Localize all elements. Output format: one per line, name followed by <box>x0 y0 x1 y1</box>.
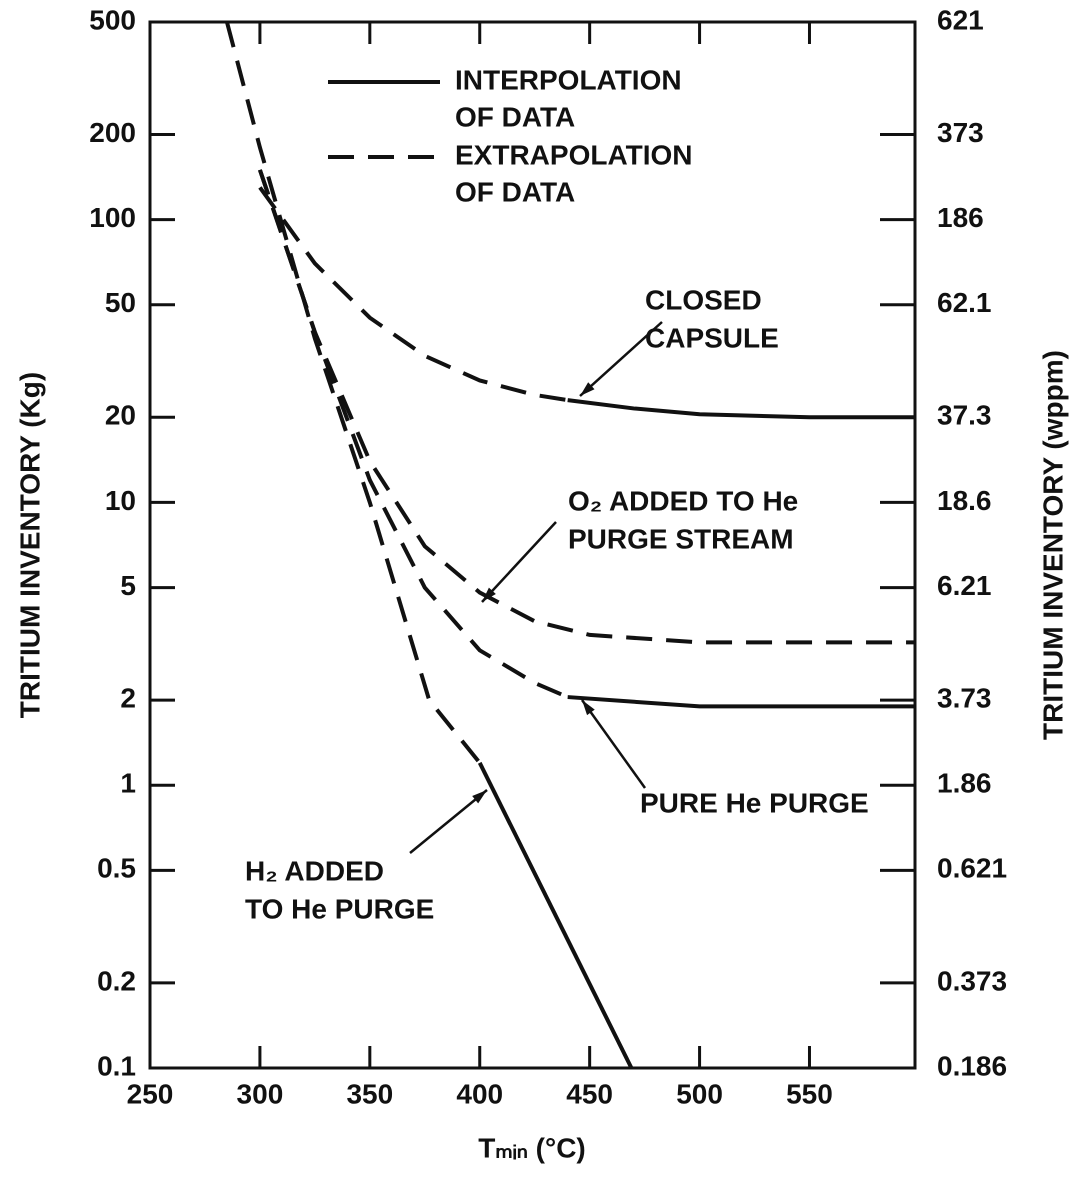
y2-tick-label: 186 <box>937 202 984 233</box>
y-tick-label: 20 <box>105 400 136 431</box>
x-tick-label: 350 <box>346 1078 393 1109</box>
legend-label: OF DATA <box>455 176 575 207</box>
series-label: PURGE STREAM <box>568 523 794 554</box>
pointer <box>580 699 647 789</box>
pointer-head <box>580 382 595 396</box>
series-label: CAPSULE <box>645 322 779 353</box>
pointer <box>579 321 663 397</box>
series-line <box>258 169 569 699</box>
y-tick-label: 1 <box>120 768 136 799</box>
y-tick-label: 0.1 <box>97 1050 136 1081</box>
y2-tick-label: 0.186 <box>937 1050 1007 1081</box>
y-tick-label: 50 <box>105 287 136 318</box>
series-line <box>477 761 634 1069</box>
x-tick-label: 550 <box>786 1078 833 1109</box>
series-label: H₂ ADDED <box>245 855 384 886</box>
series-label: O₂ ADDED TO He <box>568 485 798 516</box>
legend-label: INTERPOLATION <box>455 64 682 95</box>
y-tick-label: 100 <box>89 202 136 233</box>
series-label: TO He PURGE <box>245 893 434 924</box>
pointer-head <box>472 790 487 804</box>
pointer <box>481 521 557 603</box>
x-tick-label: 250 <box>127 1078 174 1109</box>
y2-tick-label: 3.73 <box>937 682 992 713</box>
y2-tick-label: 37.3 <box>937 400 992 431</box>
x-tick-label: 300 <box>237 1078 284 1109</box>
x-axis-label: Tₘᵢₙ (°C) <box>478 1132 586 1163</box>
pointer <box>409 789 488 854</box>
y2-tick-label: 6.21 <box>937 570 992 601</box>
plot-frame <box>148 20 917 1070</box>
y2-tick-label: 1.86 <box>937 768 992 799</box>
series-line <box>225 21 482 765</box>
y-axis-label: TRITIUM INVENTORY (Kg) <box>14 372 45 718</box>
series-line <box>567 695 915 709</box>
pointer-head <box>482 587 496 602</box>
y2-tick-label: 18.6 <box>937 485 992 516</box>
y-tick-label: 0.2 <box>97 965 136 996</box>
legend-label: EXTRAPOLATION <box>455 139 692 170</box>
x-tick-label: 450 <box>566 1078 613 1109</box>
series-line <box>258 169 915 645</box>
pointer-head <box>582 700 595 716</box>
y2-tick-label: 62.1 <box>937 287 992 318</box>
y-tick-label: 10 <box>105 485 136 516</box>
series-label: CLOSED <box>645 284 762 315</box>
y-tick-label: 2 <box>120 682 136 713</box>
y2-tick-label: 0.373 <box>937 965 1007 996</box>
y-tick-label: 200 <box>89 117 136 148</box>
x-tick-label: 500 <box>676 1078 723 1109</box>
y2-axis-label: TRITIUM INVENTORY (wppm) <box>1037 350 1068 740</box>
series-line <box>567 398 915 420</box>
x-tick-label: 400 <box>456 1078 503 1109</box>
series-line <box>258 186 568 403</box>
y-tick-label: 500 <box>89 4 136 35</box>
legend-label: OF DATA <box>455 101 575 132</box>
y-tick-label: 0.5 <box>97 853 136 884</box>
y2-tick-label: 373 <box>937 117 984 148</box>
y2-tick-label: 0.621 <box>937 853 1007 884</box>
series-label: PURE He PURGE <box>640 787 869 818</box>
y-tick-label: 5 <box>120 570 136 601</box>
y2-tick-label: 621 <box>937 4 984 35</box>
